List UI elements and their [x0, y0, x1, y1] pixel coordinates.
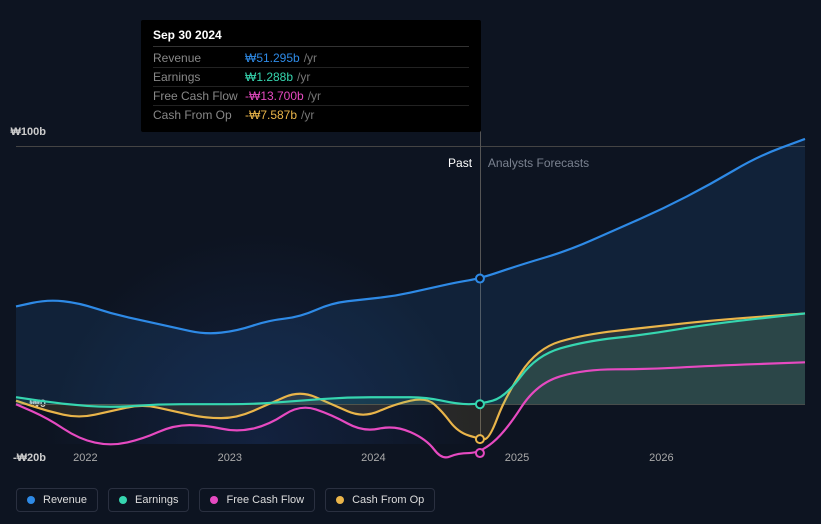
x-axis-label: 2025 [505, 452, 529, 464]
chart-markers [16, 125, 805, 474]
marker-cfo [476, 435, 484, 443]
x-axis-label: 2024 [361, 452, 385, 464]
tooltip-row: Earnings₩1.288b/yr [153, 68, 469, 87]
legend: Revenue Earnings Free Cash Flow Cash From O… [16, 488, 435, 512]
x-axis-label: 2022 [73, 452, 97, 464]
tooltip-value: -₩7.587b [245, 108, 297, 122]
tooltip-suffix: /yr [301, 108, 314, 122]
legend-dot-icon [210, 496, 218, 504]
legend-item-earnings[interactable]: Earnings [108, 488, 189, 512]
chart-area: ₩100b₩0-₩20b Past Analysts Forecasts 202… [16, 125, 805, 474]
legend-item-fcf[interactable]: Free Cash Flow [199, 488, 315, 512]
tooltip-row: Cash From Op-₩7.587b/yr [153, 106, 469, 124]
tooltip-suffix: /yr [304, 51, 317, 65]
legend-dot-icon [27, 496, 35, 504]
chart-tooltip: Sep 30 2024 Revenue₩51.295b/yrEarnings₩1… [141, 20, 481, 132]
tooltip-row: Revenue₩51.295b/yr [153, 49, 469, 68]
marker-fcf [476, 449, 484, 457]
tooltip-suffix: /yr [308, 89, 321, 103]
legend-item-cfo[interactable]: Cash From Op [325, 488, 435, 512]
legend-dot-icon [336, 496, 344, 504]
marker-earnings [476, 400, 484, 408]
tooltip-value: -₩13.700b [245, 89, 304, 103]
marker-revenue [476, 275, 484, 283]
tooltip-label: Earnings [153, 70, 245, 84]
x-axis-label: 2026 [649, 452, 673, 464]
tooltip-label: Revenue [153, 51, 245, 65]
tooltip-value: ₩51.295b [245, 51, 300, 65]
tooltip-value: ₩1.288b [245, 70, 293, 84]
legend-dot-icon [119, 496, 127, 504]
tooltip-row: Free Cash Flow-₩13.700b/yr [153, 87, 469, 106]
tooltip-date: Sep 30 2024 [153, 28, 469, 47]
legend-item-revenue[interactable]: Revenue [16, 488, 98, 512]
tooltip-label: Free Cash Flow [153, 89, 245, 103]
legend-label: Cash From Op [352, 494, 424, 506]
x-axis-label: 2023 [218, 452, 242, 464]
legend-label: Earnings [135, 494, 178, 506]
legend-label: Revenue [43, 494, 87, 506]
tooltip-label: Cash From Op [153, 108, 245, 122]
legend-label: Free Cash Flow [226, 494, 304, 506]
tooltip-suffix: /yr [297, 70, 310, 84]
